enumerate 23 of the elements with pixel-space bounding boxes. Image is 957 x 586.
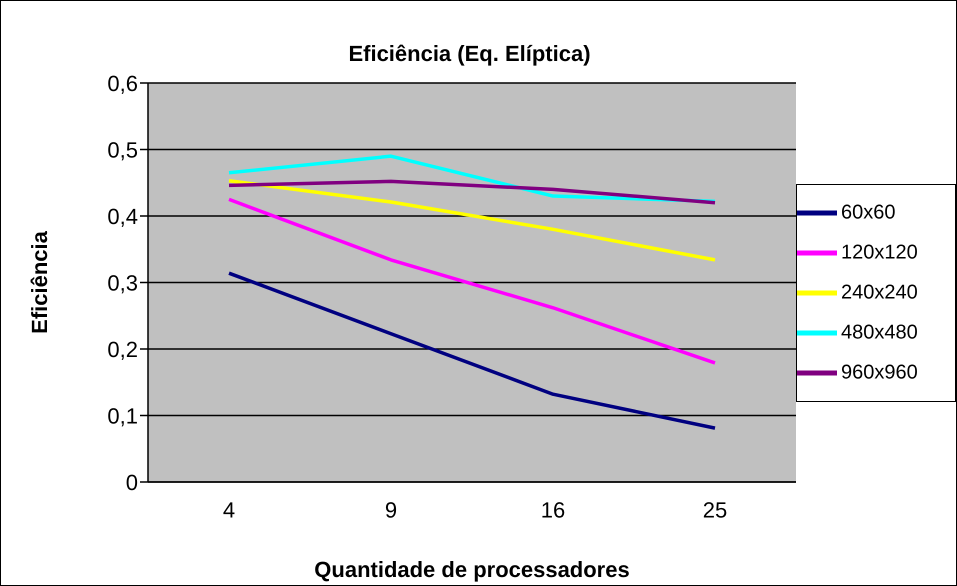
y-tick-label: 0,3 (107, 270, 138, 296)
x-tick-label: 25 (702, 498, 728, 523)
legend-label: 120x120 (841, 241, 918, 264)
legend-label: 60x60 (841, 201, 896, 224)
y-tick-label: 0,4 (107, 204, 138, 229)
line-series (227, 198, 717, 365)
line-series (227, 180, 717, 204)
chart-title: Eficiência (Eq. Elíptica) (347, 41, 592, 67)
x-axis-title: Quantidade de processadores (314, 557, 630, 582)
y-tick-label: 0,6 (107, 70, 138, 96)
line-series (227, 271, 717, 430)
y-tick-label: 0,5 (107, 137, 138, 162)
x-tick-label: 9 (384, 498, 398, 523)
legend-label: 240x240 (841, 281, 918, 304)
y-tick-label: 0,2 (107, 336, 138, 362)
y-axis-title: Eficiência (26, 230, 52, 334)
y-tick-label: 0 (126, 470, 138, 495)
legend-label: 480x480 (841, 321, 918, 344)
y-tick-label: 0,1 (107, 403, 138, 428)
line-series (227, 179, 717, 262)
x-tick-label: 16 (540, 498, 566, 523)
legend-label: 960x960 (841, 361, 918, 384)
x-tick-label: 4 (222, 498, 236, 523)
